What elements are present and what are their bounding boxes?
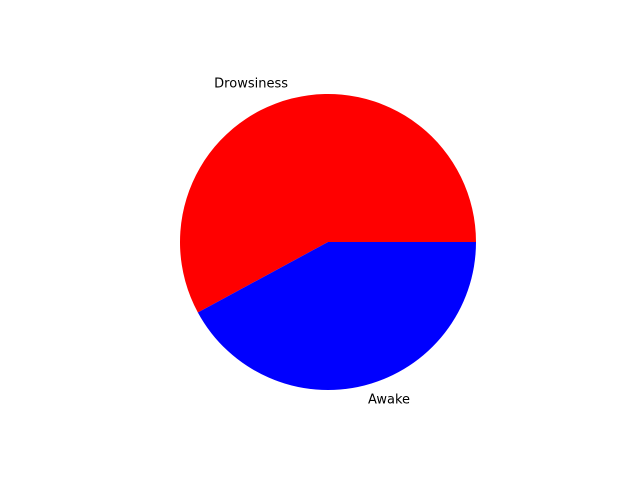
pie-labels: Drowsiness Awake <box>214 77 410 408</box>
pie-label-awake: Awake <box>368 392 410 407</box>
pie-label-drowsiness: Drowsiness <box>214 77 288 92</box>
pie-slices <box>180 94 477 390</box>
pie-slice-awake <box>197 242 476 390</box>
pie-slice-drowsiness <box>180 94 477 313</box>
